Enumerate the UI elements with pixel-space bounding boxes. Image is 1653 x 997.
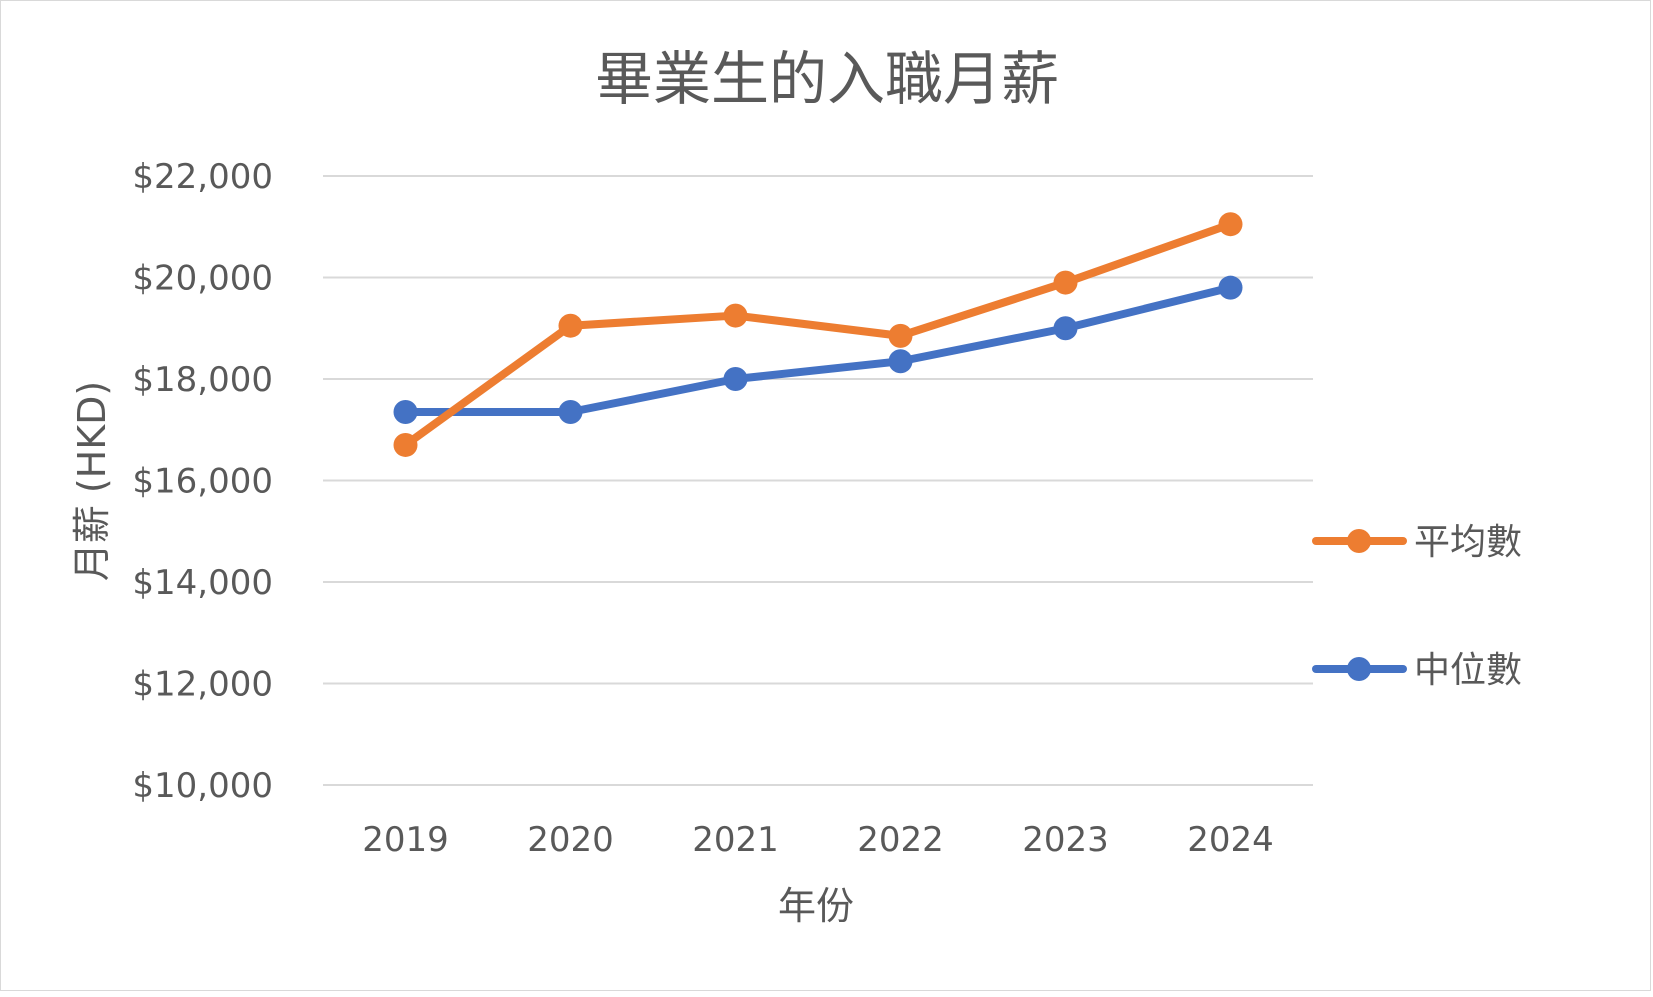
legend-label: 平均數 [1414,522,1522,563]
x-axis-ticks: 2019 2020 2021 2022 2023 2024 [362,820,1274,860]
x-tick-label: 2020 [527,820,614,860]
x-tick-label: 2022 [857,820,944,860]
gridlines [323,175,1313,786]
y-tick-label: $16,000 [132,462,273,502]
data-point [888,349,913,374]
y-tick-label: $14,000 [132,563,273,603]
data-point [888,323,913,348]
y-tick-label: $12,000 [132,665,273,705]
legend-swatch-marker [1347,529,1371,553]
legend-label: 中位數 [1414,650,1522,691]
series-line [401,283,1235,416]
y-axis-ticks: $10,000 $12,000 $14,000 $16,000 $18,000 $20,0… [132,157,273,806]
series-line [401,220,1235,449]
x-tick-label: 2023 [1022,820,1109,860]
x-axis-title: 年份 [778,884,854,928]
y-tick-label: $22,000 [132,157,273,197]
data-point [558,313,583,338]
data-point [393,399,418,424]
series-layer [393,212,1243,457]
data-point [1218,275,1243,300]
data-point [393,432,418,457]
data-point [723,303,748,328]
x-tick-label: 2021 [692,820,779,860]
data-point [1218,212,1243,237]
x-tick-label: 2024 [1187,820,1274,860]
x-tick-label: 2019 [362,820,449,860]
data-point [1053,270,1078,295]
data-point [558,399,583,424]
y-tick-label: $18,000 [132,360,273,400]
y-tick-label: $10,000 [132,766,273,806]
data-point [723,367,748,391]
y-axis-title: 月薪 (HKD) [70,381,114,581]
legend-swatch-marker [1347,657,1371,681]
data-point [1053,316,1078,341]
y-tick-label: $20,000 [132,259,273,299]
chart-title: 畢業生的入職月薪 [595,45,1059,113]
